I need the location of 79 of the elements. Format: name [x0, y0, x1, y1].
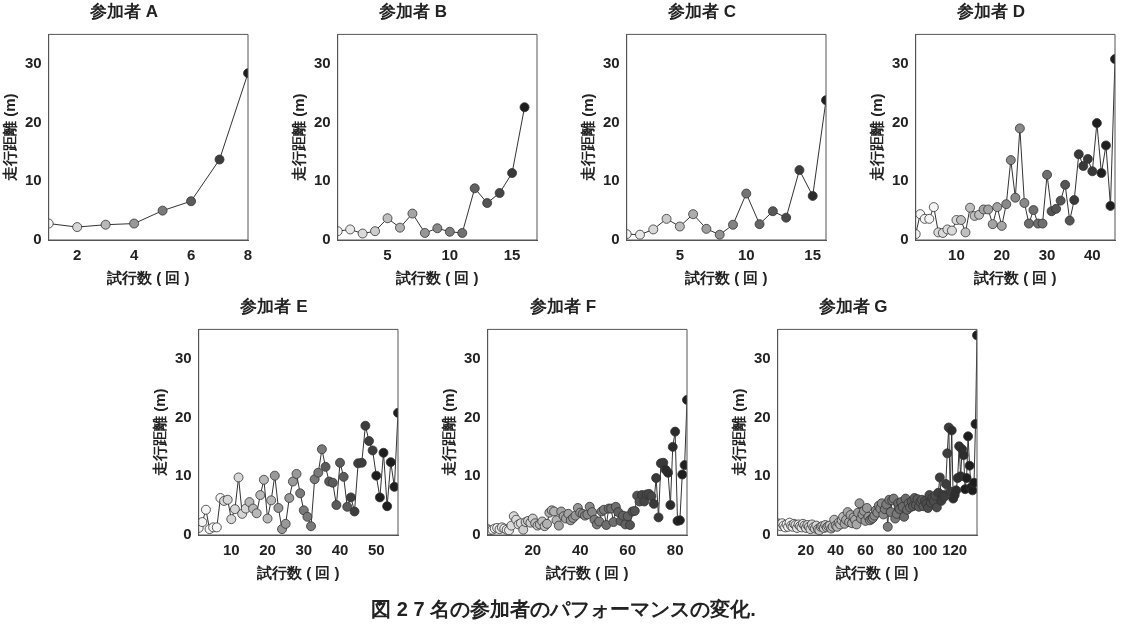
x-tick-label: 100 — [912, 541, 938, 559]
y-tick-label: 30 — [25, 53, 42, 71]
x-tick-label: 2 — [72, 246, 82, 264]
x-tick-label: 40 — [331, 541, 349, 559]
y-tick-label: 30 — [175, 348, 192, 366]
y-axis-title: 走行距離 (m) — [1, 93, 19, 182]
y-tick-label: 20 — [603, 112, 620, 130]
y-tick-label: 10 — [314, 171, 331, 189]
y-axis-title: 走行距離 (m) — [579, 93, 597, 182]
x-axis-title: 試行数 ( 回 ) — [395, 269, 479, 287]
y-tick-label: 0 — [183, 525, 192, 543]
y-tick-label: 10 — [603, 171, 620, 189]
chart-title: 参加者 F — [528, 296, 597, 316]
x-tick-label: 60 — [857, 541, 874, 559]
y-tick-label: 0 — [611, 230, 620, 248]
x-tick-label: 30 — [295, 541, 313, 559]
x-tick-label: 40 — [1084, 246, 1101, 264]
x-axis-title: 試行数 ( 回 ) — [973, 269, 1057, 287]
y-tick-label: 0 — [762, 525, 771, 543]
x-tick-label: 20 — [797, 541, 815, 559]
text: 図 2 7 名の参加者のパフォーマンスの変化. — [370, 597, 757, 622]
chart-title: 参加者 A — [89, 1, 158, 21]
y-tick-label: 30 — [754, 348, 771, 366]
x-tick-label: 20 — [259, 541, 276, 559]
y-tick-label: 20 — [314, 112, 331, 130]
x-tick-label: 10 — [948, 246, 965, 264]
y-tick-label: 10 — [25, 171, 42, 189]
y-tick-label: 20 — [754, 407, 771, 425]
y-axis-title: 走行距離 (m) — [290, 93, 308, 182]
x-tick-label: 40 — [571, 541, 589, 559]
x-tick-label: 15 — [804, 246, 822, 264]
x-tick-label: 10 — [441, 246, 459, 264]
y-tick-label: 0 — [33, 230, 42, 248]
chart-title: 参加者 E — [239, 296, 308, 316]
x-tick-label: 6 — [186, 246, 196, 264]
y-tick-label: 30 — [892, 53, 909, 71]
chart-title: 参加者 G — [817, 296, 888, 316]
y-tick-label: 0 — [472, 525, 481, 543]
x-tick-label: 80 — [886, 541, 904, 559]
x-tick-label: 15 — [503, 246, 521, 264]
x-tick-label: 5 — [383, 246, 392, 264]
chart-title: 参加者 B — [378, 1, 447, 21]
y-tick-label: 0 — [322, 230, 331, 248]
y-axis-title: 走行距離 (m) — [730, 388, 748, 477]
x-tick-label: 20 — [524, 541, 542, 559]
x-tick-label: 10 — [737, 246, 755, 264]
x-tick-label: 120 — [942, 541, 968, 559]
x-tick-label: 60 — [619, 541, 637, 559]
x-axis-title: 試行数 ( 回 ) — [684, 269, 768, 287]
x-axis-title: 試行数 ( 回 ) — [106, 269, 190, 287]
chart-title: 参加者 C — [667, 1, 736, 21]
y-tick-label: 20 — [175, 407, 192, 425]
y-axis-title: 走行距離 (m) — [151, 388, 169, 477]
chart-title: 参加者 D — [956, 1, 1025, 21]
x-tick-label: 4 — [129, 246, 139, 264]
x-tick-label: 10 — [222, 541, 240, 559]
x-tick-label: 30 — [1038, 246, 1056, 264]
y-tick-label: 30 — [464, 348, 481, 366]
y-tick-label: 20 — [892, 112, 909, 130]
x-axis-title: 試行数 ( 回 ) — [256, 564, 340, 582]
x-tick-label: 5 — [675, 246, 685, 264]
y-tick-label: 30 — [314, 53, 331, 71]
x-axis-title: 試行数 ( 回 ) — [545, 564, 629, 582]
x-tick-label: 50 — [367, 541, 385, 559]
y-axis-title: 走行距離 (m) — [440, 388, 458, 477]
x-axis-title: 試行数 ( 回 ) — [835, 564, 919, 582]
x-tick-label: 80 — [666, 541, 684, 559]
x-tick-label: 40 — [827, 541, 845, 559]
y-tick-label: 10 — [175, 466, 192, 484]
y-tick-label: 20 — [25, 112, 42, 130]
y-tick-label: 10 — [754, 466, 771, 484]
y-tick-label: 30 — [603, 53, 620, 71]
y-tick-label: 0 — [900, 230, 909, 248]
y-tick-label: 20 — [464, 407, 481, 425]
y-tick-label: 10 — [892, 171, 909, 189]
y-tick-label: 10 — [464, 466, 481, 484]
x-tick-label: 20 — [993, 246, 1011, 264]
y-axis-title: 走行距離 (m) — [868, 93, 886, 182]
x-tick-label: 8 — [243, 246, 253, 264]
